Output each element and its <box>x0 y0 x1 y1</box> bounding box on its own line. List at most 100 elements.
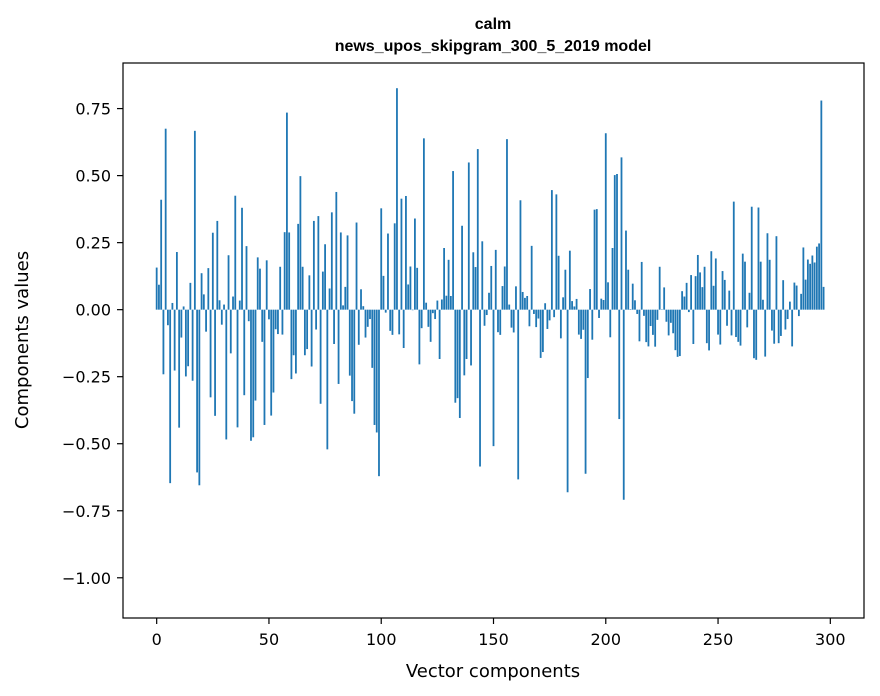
bar <box>454 309 457 403</box>
bar <box>775 236 778 310</box>
bar <box>191 309 194 381</box>
bar <box>184 309 187 377</box>
bar <box>456 309 459 399</box>
bar <box>638 309 641 342</box>
bar <box>746 309 749 328</box>
bar <box>270 309 273 416</box>
bar <box>750 206 753 310</box>
bar <box>337 309 340 384</box>
bar <box>169 309 172 484</box>
bar-series <box>155 88 825 500</box>
bar <box>175 252 178 310</box>
bar <box>508 304 511 310</box>
bar <box>436 300 439 310</box>
bar <box>389 309 392 331</box>
bar <box>483 309 486 326</box>
bar <box>405 195 407 310</box>
bar <box>492 309 495 447</box>
bar <box>519 200 522 310</box>
bar <box>613 175 616 310</box>
bar <box>744 261 746 310</box>
bar <box>272 309 275 393</box>
y-tick-label: 0.25 <box>75 234 111 253</box>
bar <box>629 309 632 310</box>
bar <box>360 289 362 310</box>
bar <box>672 309 675 334</box>
bar <box>811 255 814 310</box>
bar <box>488 292 490 310</box>
bar <box>330 212 333 310</box>
bar <box>571 301 573 310</box>
bar <box>252 309 255 438</box>
bar <box>182 306 185 310</box>
bar <box>562 297 565 310</box>
bar <box>205 309 207 332</box>
bar <box>393 223 396 310</box>
bar <box>261 309 264 342</box>
bar <box>425 302 428 310</box>
bar <box>162 309 165 375</box>
bar <box>735 309 737 338</box>
y-tick-label: −0.50 <box>62 435 111 454</box>
bar <box>434 309 437 320</box>
bar <box>474 267 477 310</box>
bar <box>326 309 329 450</box>
bar <box>741 253 744 310</box>
bar <box>447 259 450 310</box>
bar <box>723 279 726 310</box>
bar <box>328 288 331 310</box>
bar <box>342 305 344 310</box>
bar <box>665 309 668 322</box>
bar <box>766 233 769 310</box>
bar <box>438 309 441 359</box>
bar <box>573 306 576 310</box>
bar <box>791 309 794 347</box>
bar <box>303 309 306 356</box>
bar <box>452 171 454 310</box>
bar <box>654 309 657 347</box>
bar <box>699 272 701 310</box>
bar <box>690 275 692 310</box>
bar <box>553 309 556 318</box>
bar <box>625 230 627 310</box>
bar <box>503 266 506 310</box>
bar <box>669 309 672 323</box>
bar <box>263 309 266 425</box>
bar <box>564 269 567 310</box>
y-tick-label: 0.50 <box>75 167 111 186</box>
bar <box>268 309 270 320</box>
bar <box>369 309 371 320</box>
bar <box>158 284 160 310</box>
bar <box>618 309 621 420</box>
bar <box>256 257 259 310</box>
bar <box>236 309 239 428</box>
bar <box>667 309 670 336</box>
bar <box>310 309 313 367</box>
bar <box>494 249 497 310</box>
bar <box>384 309 387 313</box>
bar <box>245 246 248 310</box>
bar <box>333 309 335 344</box>
bar <box>180 309 183 338</box>
bar <box>703 266 706 310</box>
bar <box>207 268 210 310</box>
bar <box>214 309 216 416</box>
bar <box>418 309 421 365</box>
bar <box>227 255 230 310</box>
bar <box>636 309 639 314</box>
bar <box>548 309 551 321</box>
bar <box>407 284 410 310</box>
bar <box>297 223 300 310</box>
bar <box>506 139 508 310</box>
bar <box>586 309 589 379</box>
bar <box>362 306 365 310</box>
bar <box>173 309 176 371</box>
bar <box>528 309 531 327</box>
bar <box>806 259 809 310</box>
bar <box>580 309 582 339</box>
bar <box>582 309 585 330</box>
bar <box>717 309 719 335</box>
chart-subtitle: news_upos_skipgram_300_5_2019 model <box>335 38 652 55</box>
bar <box>764 309 767 357</box>
bar <box>427 309 430 327</box>
